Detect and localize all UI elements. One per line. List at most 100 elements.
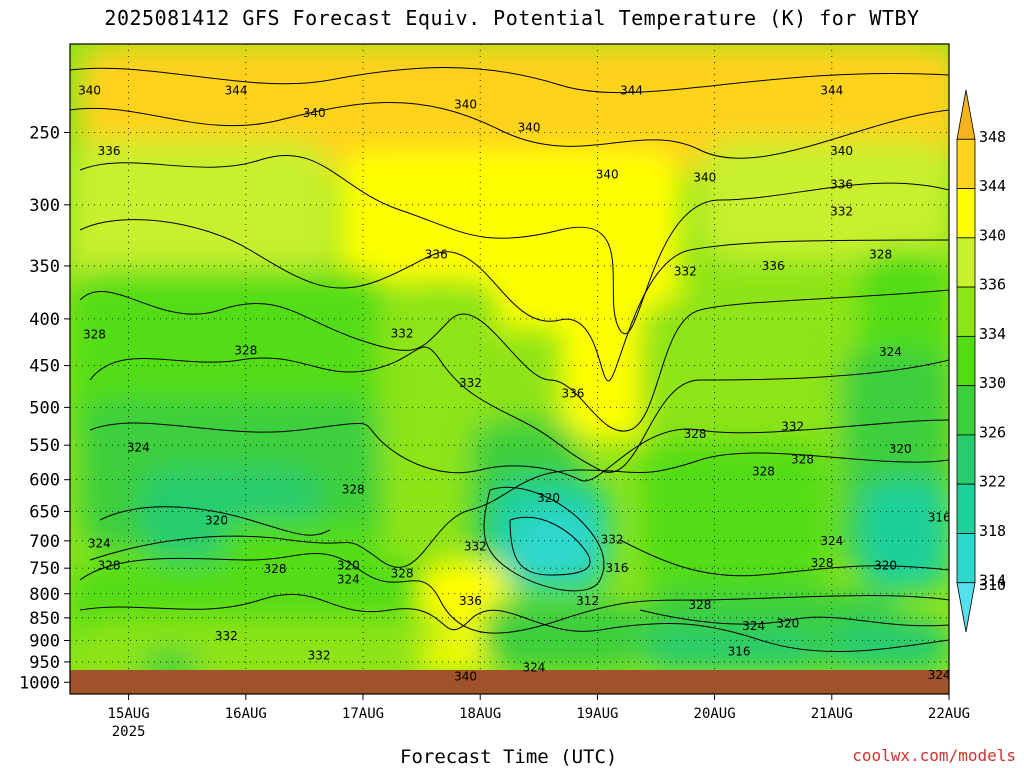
y-tick-label: 400 xyxy=(29,310,60,330)
contour-label: 340 xyxy=(830,144,853,158)
contour-label: 336 xyxy=(762,259,785,273)
contour-label: 320 xyxy=(874,559,897,573)
grid-lines xyxy=(70,44,949,694)
x-tick-sublabel: 2025 xyxy=(112,724,146,740)
contour-label: 340 xyxy=(596,168,619,182)
contour-line xyxy=(89,452,949,568)
contour-label: 340 xyxy=(303,106,326,120)
contour-label: 320 xyxy=(337,559,360,573)
contour-label: 324 xyxy=(928,668,951,682)
contour-label: 328 xyxy=(811,556,834,570)
colorbar-label: 318 xyxy=(979,522,1006,540)
contour-label: 324 xyxy=(337,573,360,587)
contour-label: 320 xyxy=(205,513,228,527)
y-tick-label: 350 xyxy=(29,257,60,277)
contour-line xyxy=(79,219,949,382)
contour-label: 328 xyxy=(684,427,707,441)
contour-label: 328 xyxy=(264,562,287,576)
y-tick-label: 300 xyxy=(29,196,60,216)
contour-label: 324 xyxy=(742,619,765,633)
x-axis: 15AUG 2025 16AUG 17AUG 18AUG 19AUG 20AUG 21AUG 2… xyxy=(108,694,970,740)
colorbar-segment xyxy=(956,188,976,239)
contour-label: 328 xyxy=(391,566,414,580)
contour-line xyxy=(70,67,949,94)
contour-label: 324 xyxy=(820,534,843,548)
contour-label: 344 xyxy=(620,84,643,98)
contour-label: 336 xyxy=(830,177,853,191)
contour-line xyxy=(619,539,949,577)
colorbar-segment xyxy=(956,237,976,288)
contour-line xyxy=(79,552,949,634)
contour-label: 332 xyxy=(391,326,414,340)
contour-label: 328 xyxy=(234,343,257,357)
colorbar-label: 326 xyxy=(979,423,1006,441)
contour-label: 324 xyxy=(88,537,111,551)
contour-label: 328 xyxy=(83,327,106,341)
contour-line xyxy=(639,609,949,627)
contour-label: 328 xyxy=(791,452,814,466)
contour-label: 320 xyxy=(776,616,799,630)
contour-line xyxy=(89,419,949,482)
x-tick-label: 22AUG xyxy=(928,706,970,722)
colorbar-segment xyxy=(956,483,976,534)
contour-label: 336 xyxy=(98,144,121,158)
contour-label: 332 xyxy=(459,376,482,390)
source-credit: coolwx.com/models xyxy=(852,746,1016,765)
contour-label: 340 xyxy=(693,170,716,184)
contour-lines xyxy=(70,67,949,653)
contour-label: 336 xyxy=(562,387,585,401)
x-tick-label: 15AUG xyxy=(108,706,150,722)
contour-label: 332 xyxy=(601,533,624,547)
contour-labels: 340 344 336 340 340 340 344 340 340 344 340 336 332 3… xyxy=(78,84,951,684)
y-tick-label: 800 xyxy=(29,585,60,605)
contour-label: 328 xyxy=(98,559,121,573)
ground-surface xyxy=(70,670,949,694)
contour-line xyxy=(89,346,949,473)
contour-label: 340 xyxy=(518,121,541,135)
x-tick-label: 21AUG xyxy=(811,706,853,722)
colorbar-label: 322 xyxy=(979,473,1006,491)
contour-label: 328 xyxy=(688,598,711,612)
contour-label: 332 xyxy=(781,420,804,434)
y-tick-label: 700 xyxy=(29,532,60,552)
y-tick-label: 1000 xyxy=(19,673,60,693)
y-tick-label: 750 xyxy=(29,559,60,579)
contour-label: 316 xyxy=(728,644,751,658)
colorbar-label: 340 xyxy=(979,226,1006,244)
contour-label: 324 xyxy=(879,345,902,359)
colorbar-segment xyxy=(956,582,976,633)
chart-title: 2025081412 GFS Forecast Equiv. Potential… xyxy=(104,6,920,30)
contour-label: 336 xyxy=(459,594,482,608)
contour-label: 328 xyxy=(342,482,365,496)
colorbar-segment xyxy=(956,89,976,140)
y-tick-label: 850 xyxy=(29,609,60,629)
colorbar-segment xyxy=(956,533,976,584)
contour-label: 340 xyxy=(454,669,477,683)
contour-line xyxy=(79,154,949,334)
contour-label: 316 xyxy=(928,510,951,524)
plot-frame xyxy=(69,43,950,695)
contour-label: 332 xyxy=(830,204,853,218)
contour-label: 328 xyxy=(869,247,892,261)
contour-label: 320 xyxy=(889,442,912,456)
y-tick-label: 950 xyxy=(29,653,60,673)
y-tick-label: 500 xyxy=(29,398,60,418)
y-tick-label: 650 xyxy=(29,502,60,522)
contour-label: 320 xyxy=(537,491,560,505)
contour-label: 324 xyxy=(522,660,545,674)
y-tick-label: 250 xyxy=(29,123,60,143)
contour-label: 332 xyxy=(308,649,331,663)
contour-line xyxy=(99,506,331,536)
y-tick-label: 600 xyxy=(29,471,60,491)
y-axis: 2503003504004505005506006507007508008509… xyxy=(19,123,70,693)
colorbar-label: 314 xyxy=(979,571,1006,589)
contour-label: 336 xyxy=(425,247,448,261)
colorbar-label: 348 xyxy=(979,128,1006,146)
colorbar-label: 344 xyxy=(979,177,1006,195)
contour-label: 332 xyxy=(674,265,697,279)
contour-label: 344 xyxy=(225,84,248,98)
colorbar-segment xyxy=(956,335,976,387)
contour-label: 332 xyxy=(215,629,238,643)
contour-label: 344 xyxy=(820,84,843,98)
contour-label: 312 xyxy=(576,594,599,608)
